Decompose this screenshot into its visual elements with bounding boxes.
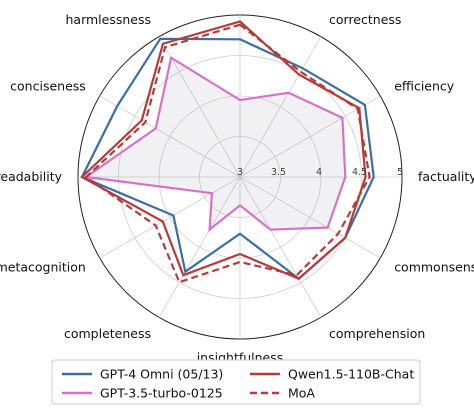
axis-label-harmlessness: harmlessness [65,12,151,27]
radial-tick-label: 3 [237,167,243,178]
axis-label-robustness: robustness [206,0,274,3]
radial-tick-label: 4 [316,167,322,178]
radar-spoke [158,176,241,318]
radar-spoke [239,36,322,178]
radial-tick-labels: 3 3.5 4 4.5 5 [237,167,403,178]
radar-series [80,20,375,284]
axis-label-correctness: correctness [329,12,401,27]
axis-label-factuality: factuality [418,169,474,184]
axis-label-readability: readability [0,169,63,184]
radar-spoke [239,176,322,318]
radar-spoke [158,36,241,178]
axis-label-efficiency: efficiency [394,79,455,94]
series-polygon-3 [80,20,367,280]
axis-label-conciseness: conciseness [10,79,86,94]
series-polygon-4 [84,23,371,284]
legend-box [51,359,421,405]
axis-label-completeness: completeness [64,326,151,341]
radar-spoke [99,95,241,178]
legend-label-1: GPT-4 Omni (05/13) [100,367,223,382]
legend: GPT-4 Omni (05/13) Qwen1.5-110B-Chat GPT-3… [51,359,421,405]
axis-label-metacognition: metacognition [0,260,86,275]
legend-label-3: Qwen1.5-110B-Chat [288,367,414,382]
legend-label-4: MoA [288,386,315,401]
radar-spoke [99,176,241,259]
series-polygon-2 [83,55,347,233]
series-polygon-1 [80,37,375,281]
radial-tick-label: 4.5 [352,167,367,178]
axis-label-commonsense: commonsense [394,260,474,275]
legend-label-2: GPT-3.5-turbo-0125 [100,386,223,401]
radar-spoke [239,176,381,259]
radial-tick-label: 5 [397,167,403,178]
axis-label-comprehension: comprehension [329,326,425,341]
radial-tick-label: 3.5 [271,167,286,178]
